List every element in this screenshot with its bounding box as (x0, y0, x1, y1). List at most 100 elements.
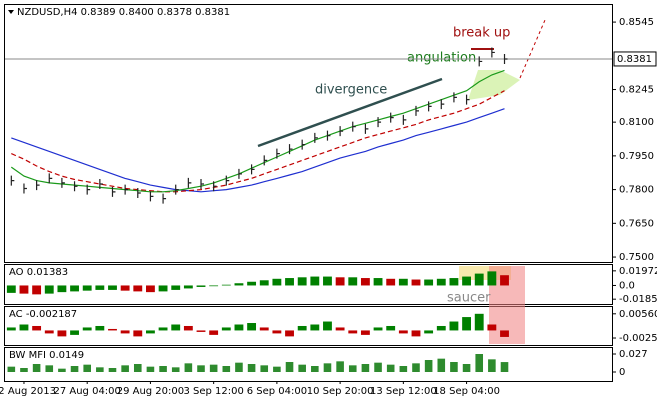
oscillator-bar (398, 278, 408, 286)
mfi-bar (20, 368, 28, 372)
menu-triangle (8, 10, 14, 14)
price-bar (352, 121, 356, 132)
price-bar (339, 126, 344, 137)
oscillator-bar (183, 285, 193, 289)
pane-label: AC -0.002187 (9, 309, 77, 320)
oscillator-bar (82, 285, 92, 291)
oscillator-bar (57, 330, 67, 337)
x-tick-label: 6 Sep 04:00 (247, 386, 307, 397)
oscillator-bar (259, 327, 269, 331)
price-bar (390, 112, 394, 123)
price-bar (99, 178, 103, 189)
y-tick-label: 0.00560 (619, 309, 657, 320)
mfi-bar (361, 364, 370, 372)
mfi-bar (108, 368, 117, 372)
price-bar (149, 191, 154, 202)
price-bar (314, 132, 318, 143)
mfi-bar (475, 354, 484, 372)
y-tick-label: 0 (619, 367, 625, 378)
x-tick-label: 27 Aug 04:00 (53, 386, 120, 397)
price-bar (377, 117, 382, 128)
oscillator-bar (323, 276, 332, 286)
mfi-bar (184, 363, 193, 372)
oscillator-bar (272, 278, 282, 286)
x-tick-label: 10 Sep 20:00 (307, 386, 374, 397)
mfi-bar (273, 366, 281, 372)
oscillator-bar (196, 285, 206, 287)
annotation: divergence (315, 83, 387, 98)
oscillator-bar (19, 324, 29, 331)
oscillator-bar (171, 285, 181, 290)
price-bar (326, 130, 331, 141)
pane-label: AO 0.01383 (9, 267, 68, 278)
mfi-bar (412, 363, 420, 372)
annotation: angulation (407, 51, 476, 66)
price-bar (503, 53, 508, 64)
price-bar (301, 139, 306, 150)
mfi-bar (171, 367, 180, 372)
price-bar (491, 47, 495, 58)
mfi-bar (323, 363, 332, 372)
oscillator-bar (247, 323, 257, 331)
x-tick-label: 22 Aug 2013 (0, 386, 56, 397)
oscillator-bar (335, 327, 345, 331)
oscillator-bar (57, 285, 67, 293)
price-bar (428, 101, 432, 112)
oscillator-bar (183, 325, 193, 331)
oscillator-bar (272, 330, 282, 334)
price-pane (4, 4, 613, 263)
mfi-bar (133, 364, 142, 372)
price-bar (73, 181, 78, 192)
mfi-bar (399, 366, 408, 372)
oscillator-bar (234, 283, 244, 286)
mfi-bar (222, 366, 231, 372)
mfi-bar (348, 365, 357, 372)
price-bar (364, 123, 369, 134)
mfi-bar (374, 362, 382, 372)
oscillator-bar (70, 285, 79, 292)
oscillator-bar (221, 284, 231, 286)
oscillator-bar (335, 277, 345, 286)
oscillator-bar (436, 278, 446, 286)
price-bar (111, 186, 116, 197)
mfi-bar (247, 364, 256, 372)
oscillator-bar (462, 276, 471, 286)
oscillator-bar (487, 324, 497, 331)
oscillator-bar (285, 330, 294, 337)
oscillator-bar (259, 280, 269, 286)
price-bar (465, 94, 470, 105)
mfi-bar (146, 366, 155, 372)
mfi-bar (209, 364, 218, 372)
oscillator-bar (323, 321, 332, 331)
price-bar (263, 155, 268, 166)
y-tick-label: 0.7650 (619, 218, 654, 229)
y-tick-label: 0.7800 (619, 185, 654, 196)
oscillator-bar (158, 327, 168, 331)
oscillator-bar (487, 271, 497, 286)
projection-line (519, 19, 546, 79)
price-bar (187, 177, 192, 188)
indicator-line (10, 69, 505, 193)
x-tick-label: 13 Sep 12:00 (370, 386, 437, 397)
y-tick-label: 0.7950 (619, 151, 654, 162)
oscillator-bar (120, 285, 130, 291)
price-bar (402, 114, 407, 125)
mfi-bar (235, 362, 243, 372)
y-tick-label: -0.0185 (619, 294, 657, 305)
indicator-line (11, 90, 505, 193)
oscillator-bar (411, 279, 421, 286)
price-bar (453, 92, 457, 103)
mfi-bar (32, 364, 41, 372)
oscillator-bar (108, 285, 117, 290)
y-tick-label: -0.00255 (619, 333, 657, 344)
price-bar (225, 175, 230, 186)
symbol-title: NZDUSD,H4 0.8389 0.8400 0.8378 0.8381 (17, 7, 230, 18)
mfi-bar (7, 366, 16, 372)
mfi-bar (386, 364, 395, 372)
oscillator-bar (196, 330, 206, 332)
y-tick-label: 0.01972 (619, 266, 657, 277)
mfi-bar (121, 365, 129, 372)
price-label: 0.8381 (617, 54, 652, 65)
oscillator-bar (411, 330, 421, 337)
